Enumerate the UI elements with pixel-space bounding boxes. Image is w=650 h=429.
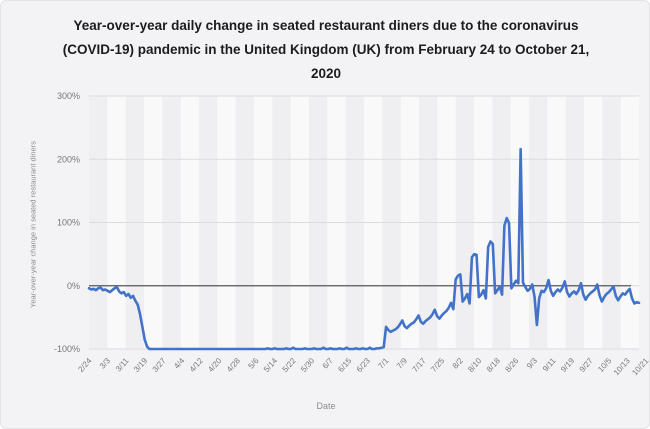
x-tick-label: 5/14	[262, 356, 279, 374]
x-tick-label: 4/4	[172, 356, 186, 371]
x-tick-label: 8/2	[451, 356, 465, 371]
y-tick-label: 300%	[57, 91, 80, 101]
y-tick-label: 100%	[57, 218, 80, 228]
x-tick-label: 9/27	[578, 356, 595, 374]
x-tick-label: 3/11	[114, 356, 131, 374]
x-tick-label: 8/26	[503, 356, 520, 374]
x-tick-label: 7/17	[411, 356, 428, 374]
data-line-series	[87, 147, 641, 351]
x-tick-label: 3/27	[151, 356, 168, 374]
x-tick-label: 9/11	[541, 356, 558, 374]
x-tick-label: 5/30	[299, 356, 316, 374]
x-tick-label: 9/3	[525, 356, 539, 371]
x-tick-label: 5/22	[281, 356, 298, 374]
x-tick-label: 7/1	[376, 356, 390, 371]
x-tick-label: 4/12	[188, 356, 205, 374]
x-tick-label: 10/13	[612, 356, 632, 377]
x-tick-label: 6/15	[336, 356, 353, 374]
x-tick-label: 7/9	[395, 356, 409, 371]
line-chart: 300% 200% 100% 0% -100% 2/24 3/3 3/11 3/19 3/27 4/…	[54, 91, 650, 377]
x-axis-title: Date	[316, 401, 336, 411]
x-tick-label: 5/6	[246, 356, 260, 371]
x-tick-label: 9/19	[559, 356, 576, 374]
x-tick-label: 6/23	[355, 356, 372, 374]
x-tick-label: 7/25	[429, 356, 446, 374]
x-tick-label: 2/24	[76, 356, 93, 374]
x-tick-label: 8/18	[485, 356, 502, 374]
chart-title: Year-over-year daily change in seated re…	[62, 18, 590, 81]
y-tick-label: -100%	[54, 344, 80, 354]
x-tick-label: 10/21	[630, 356, 650, 377]
x-tick-label: 8/10	[466, 356, 483, 374]
x-tick-label: 4/28	[225, 356, 242, 374]
y-tick-label: 0%	[67, 281, 80, 291]
y-tick-label: 200%	[57, 154, 80, 164]
x-tick-label: 6/7	[321, 356, 335, 371]
x-tick-label: 3/19	[132, 356, 149, 374]
x-tick-label: 3/3	[98, 356, 112, 371]
x-tick-label: 4/20	[206, 356, 223, 374]
